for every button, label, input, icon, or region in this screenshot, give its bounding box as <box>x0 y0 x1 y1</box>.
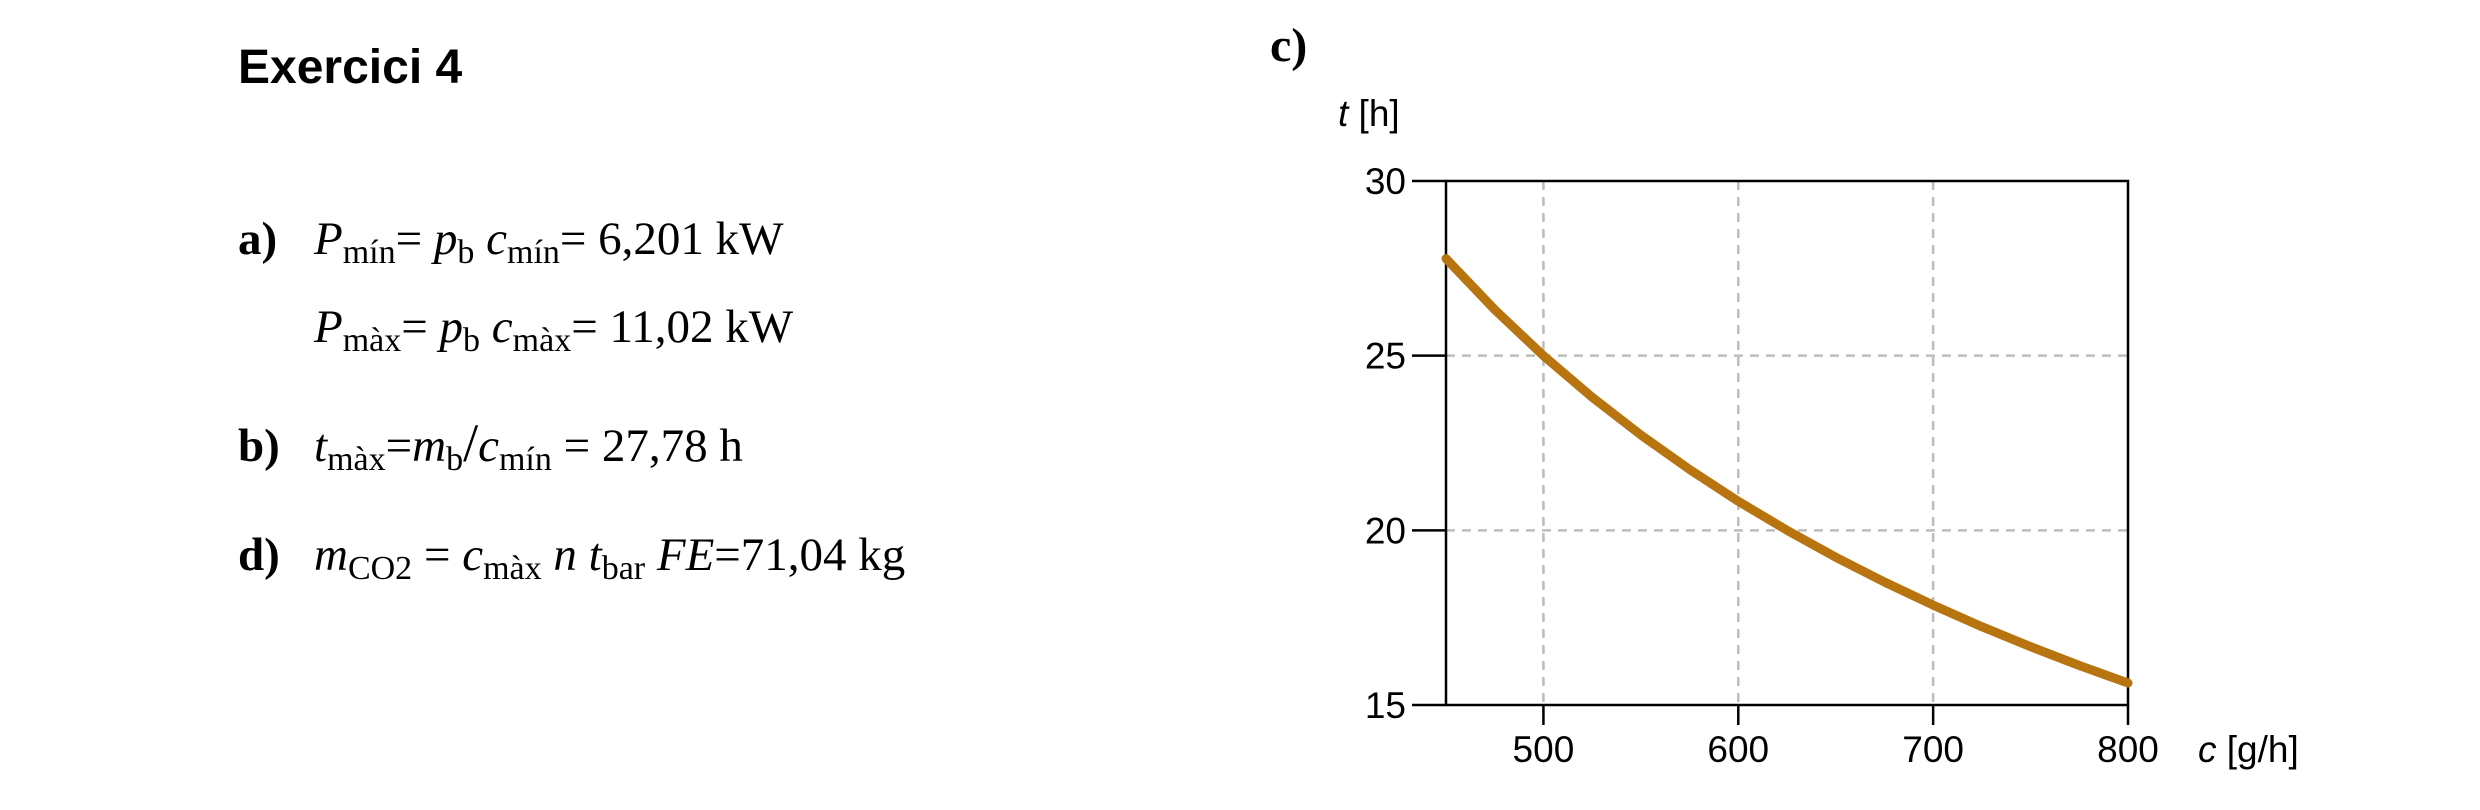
equation-result: = 6,201 kW <box>559 213 784 265</box>
series-line <box>1441 254 2133 688</box>
subscript-bar: bar <box>601 550 646 587</box>
symbol-c: c <box>478 420 499 472</box>
subscript-min: mín <box>507 234 560 271</box>
y-axis-label: t [h] <box>1338 93 1400 134</box>
equals-sign: = <box>395 213 423 265</box>
symbol-p: p <box>433 213 458 265</box>
symbol-c: c <box>486 213 508 265</box>
subscript-b: b <box>463 322 481 359</box>
label-layer: 500 600 700 800 15 20 25 30 t [h] c [g/h] <box>1338 93 2299 770</box>
part-b-label: b) <box>238 420 280 472</box>
part-a-label: a) <box>238 213 278 265</box>
y-tick-label: 30 <box>1365 161 1406 202</box>
equation-result: =71,04 kg <box>714 529 906 581</box>
symbol-t: t <box>588 529 602 581</box>
subscript-max: màx <box>342 322 402 359</box>
y-tick-label: 20 <box>1365 510 1406 551</box>
symbol-P: P <box>314 213 343 265</box>
x-tick-label: 500 <box>1513 729 1575 770</box>
exercise-title: Exercici 4 <box>238 41 463 94</box>
y-tick-label: 15 <box>1365 685 1406 726</box>
symbol-p: p <box>439 301 464 353</box>
subscript-max: màx <box>327 441 386 478</box>
y-axis-symbol: t <box>1338 93 1350 134</box>
equation-result: = 27,78 h <box>563 420 743 472</box>
equation-result: = 11,02 kW <box>571 301 794 353</box>
symbol-m: m <box>412 420 447 472</box>
equation-b: b) tmàx=mb/cmín = 27,78 h <box>238 412 743 477</box>
equation-d: d) mCO2 = cmàx n tbar FE=71,04 kg <box>238 528 906 586</box>
symbol-c: c <box>491 301 513 353</box>
subscript-b: b <box>446 441 464 478</box>
x-tick-label: 600 <box>1707 729 1769 770</box>
division-slash: / <box>463 413 479 473</box>
subscript-max: màx <box>483 550 542 587</box>
subscript-max: màx <box>512 322 572 359</box>
plot-frame <box>1444 179 2130 707</box>
symbol-c: c <box>462 529 484 581</box>
symbol-n: n <box>553 529 577 581</box>
equals-sign: = <box>423 529 451 581</box>
symbol-FE: FE <box>656 529 715 581</box>
subscript-b: b <box>457 234 475 271</box>
subscript-co2: CO2 <box>347 550 413 587</box>
equals-sign: = <box>385 420 413 472</box>
x-tick-label: 700 <box>1902 729 1964 770</box>
symbol-P: P <box>314 301 343 353</box>
equals-sign: = <box>401 301 428 353</box>
subscript-min: mín <box>498 441 552 478</box>
y-tick-label: 25 <box>1365 336 1406 377</box>
y-axis-unit: [h] <box>1348 93 1399 134</box>
x-tick-label: 800 <box>2097 729 2159 770</box>
x-axis-symbol: c <box>2198 729 2217 770</box>
part-c-label: c) <box>1270 19 1308 72</box>
part-d-label: d) <box>238 529 280 581</box>
subscript-min: mín <box>342 234 396 271</box>
axis-layer <box>1412 179 2130 725</box>
grid-layer <box>1446 181 2128 705</box>
x-axis-unit: [g/h] <box>2217 729 2299 770</box>
symbol-m: m <box>314 529 348 581</box>
symbol-t: t <box>314 420 328 472</box>
x-axis-label: c [g/h] <box>2198 729 2299 770</box>
series-layer <box>1441 254 2133 688</box>
equation-a-line1: a) Pmín= pb cmín= 6,201 kW <box>238 212 784 270</box>
equation-a-line2: Pmàx= pb cmàx= 11,02 kW <box>238 300 794 358</box>
